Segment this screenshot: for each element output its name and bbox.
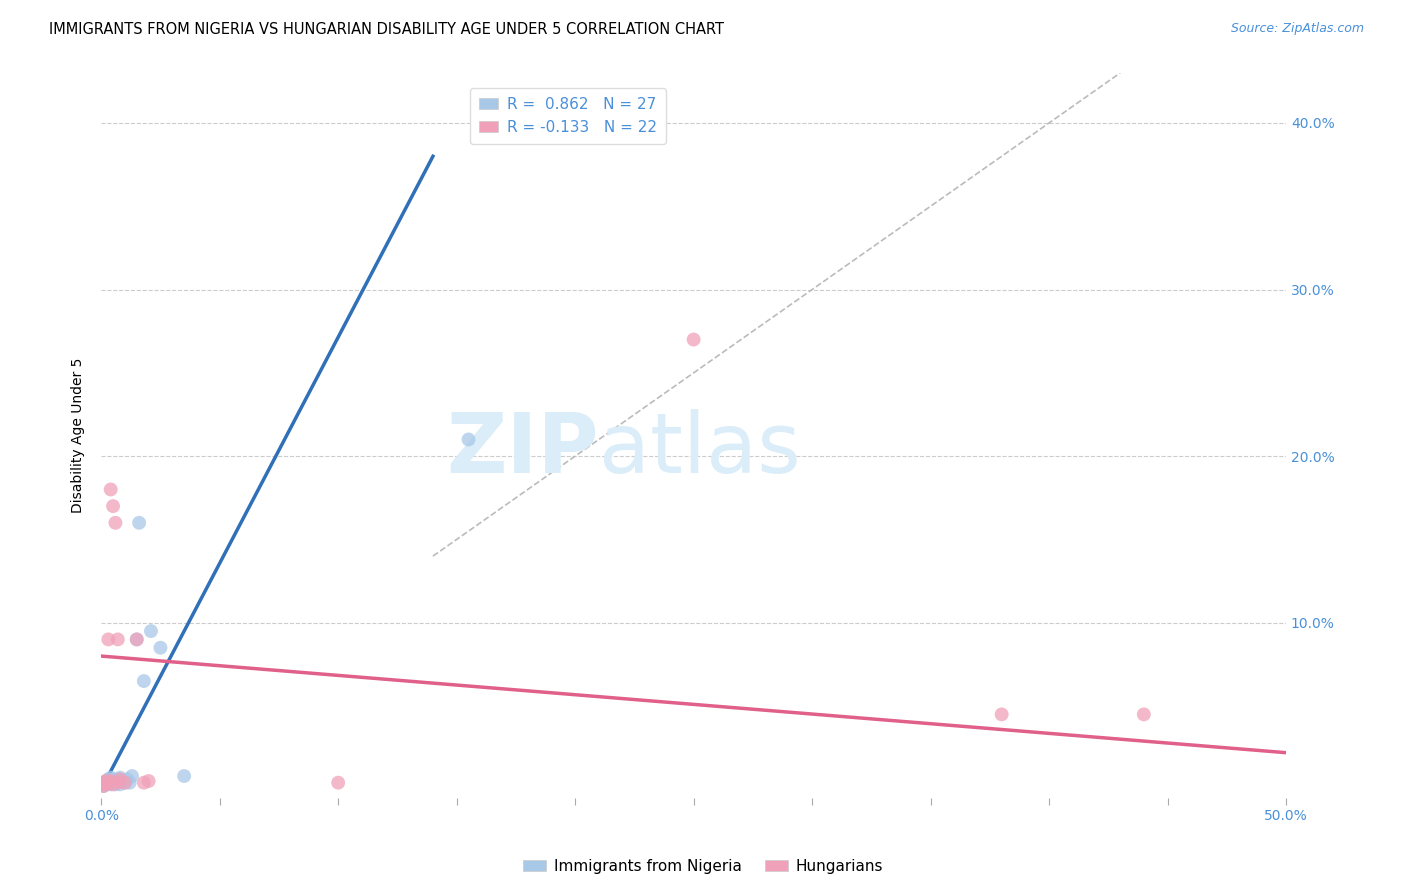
- Point: [104, 774, 127, 789]
- Point: [97, 775, 120, 789]
- Point: [149, 640, 172, 655]
- Point: [328, 775, 350, 789]
- Point: [132, 674, 155, 689]
- Legend: R =  0.862   N = 27, R = -0.133   N = 22: R = 0.862 N = 27, R = -0.133 N = 22: [470, 88, 666, 144]
- Point: [94, 777, 117, 791]
- Point: [104, 777, 127, 791]
- Y-axis label: Disability Age Under 5: Disability Age Under 5: [72, 358, 86, 513]
- Point: [990, 707, 1012, 722]
- Point: [100, 774, 122, 789]
- Point: [457, 433, 479, 447]
- Point: [101, 499, 124, 513]
- Point: [118, 775, 141, 789]
- Point: [173, 769, 195, 783]
- Point: [108, 771, 131, 785]
- Point: [125, 632, 148, 647]
- Point: [107, 775, 129, 789]
- Point: [132, 775, 155, 789]
- Text: ZIP: ZIP: [446, 409, 599, 491]
- Point: [682, 333, 704, 347]
- Point: [108, 777, 131, 791]
- Point: [107, 772, 129, 787]
- Point: [94, 774, 117, 789]
- Point: [100, 771, 122, 785]
- Point: [139, 624, 162, 638]
- Point: [100, 777, 122, 791]
- Point: [128, 516, 150, 530]
- Point: [108, 772, 131, 787]
- Text: IMMIGRANTS FROM NIGERIA VS HUNGARIAN DISABILITY AGE UNDER 5 CORRELATION CHART: IMMIGRANTS FROM NIGERIA VS HUNGARIAN DIS…: [49, 22, 724, 37]
- Legend: Immigrants from Nigeria, Hungarians: Immigrants from Nigeria, Hungarians: [517, 853, 889, 880]
- Point: [1133, 707, 1156, 722]
- Point: [93, 779, 115, 793]
- Point: [101, 777, 124, 791]
- Point: [121, 769, 143, 783]
- Point: [125, 632, 148, 647]
- Point: [138, 774, 160, 789]
- Point: [117, 772, 139, 787]
- Point: [97, 775, 120, 789]
- Point: [114, 775, 136, 789]
- Point: [97, 772, 120, 787]
- Point: [114, 775, 136, 789]
- Text: atlas: atlas: [599, 409, 800, 491]
- Point: [107, 775, 129, 789]
- Point: [94, 777, 117, 791]
- Point: [93, 779, 115, 793]
- Text: Source: ZipAtlas.com: Source: ZipAtlas.com: [1230, 22, 1364, 36]
- Point: [100, 483, 122, 497]
- Point: [97, 632, 120, 647]
- Point: [94, 774, 117, 789]
- Point: [104, 516, 127, 530]
- Point: [111, 774, 134, 789]
- Point: [101, 775, 124, 789]
- Point: [93, 775, 115, 789]
- Point: [101, 772, 124, 787]
- Point: [107, 632, 129, 647]
